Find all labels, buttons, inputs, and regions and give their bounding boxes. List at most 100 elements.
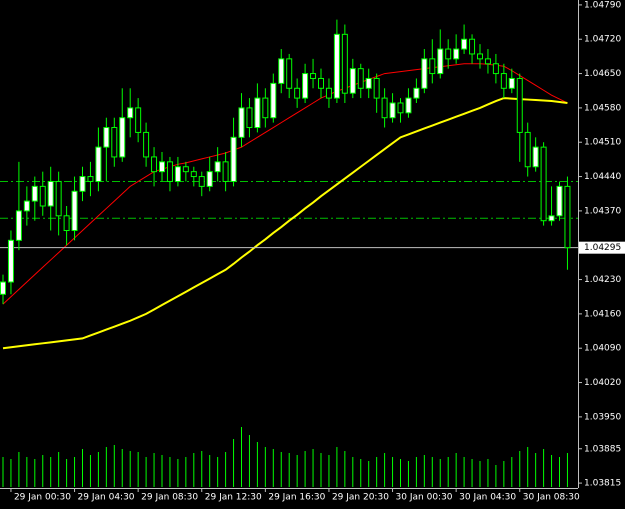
current-price-label: 1.04295 bbox=[584, 243, 621, 253]
candle-body bbox=[357, 68, 364, 89]
candle-body bbox=[0, 281, 6, 295]
candle-body bbox=[159, 161, 165, 173]
y-tick-label: 1.04510 bbox=[584, 138, 621, 148]
candle-body bbox=[469, 38, 476, 55]
candle-body bbox=[23, 200, 30, 212]
candle-body bbox=[238, 107, 245, 138]
candle-body bbox=[63, 215, 70, 232]
candle-body bbox=[55, 180, 62, 217]
candle-body bbox=[333, 33, 340, 99]
candle-body bbox=[270, 82, 277, 119]
candle-body bbox=[190, 171, 197, 178]
candle-body bbox=[516, 77, 523, 133]
candle-body bbox=[174, 166, 181, 182]
candle-body bbox=[214, 161, 221, 173]
candle-body bbox=[254, 97, 261, 129]
x-tick-label: 29 Jan 16:30 bbox=[268, 493, 325, 503]
x-tick-label: 30 Jan 00:30 bbox=[396, 493, 453, 503]
x-tick-label: 29 Jan 20:30 bbox=[332, 493, 389, 503]
candle-body bbox=[182, 166, 189, 173]
candle-body bbox=[477, 53, 483, 60]
candle-body bbox=[532, 146, 539, 168]
x-tick-label: 29 Jan 08:30 bbox=[141, 493, 198, 503]
x-tick-label: 30 Jan 04:30 bbox=[459, 493, 516, 503]
candle-body bbox=[453, 48, 460, 60]
candle-body bbox=[111, 127, 118, 158]
candle-body bbox=[461, 38, 468, 50]
y-tick-label: 1.04230 bbox=[584, 275, 621, 285]
candle-body bbox=[198, 176, 205, 187]
candle-body bbox=[87, 176, 94, 182]
candle-body bbox=[508, 77, 515, 89]
candle-body bbox=[135, 107, 142, 133]
candle-body bbox=[151, 156, 158, 173]
y-tick-label: 1.04440 bbox=[584, 172, 621, 182]
y-tick-label: 1.03950 bbox=[584, 412, 621, 422]
candle-body bbox=[206, 171, 213, 187]
candle-body bbox=[310, 73, 317, 79]
candle-body bbox=[71, 190, 78, 232]
candle-body bbox=[556, 185, 563, 217]
candle-body bbox=[341, 33, 348, 94]
candle-body bbox=[484, 58, 491, 65]
candle-body bbox=[397, 102, 404, 114]
x-tick-label: 29 Jan 12:30 bbox=[205, 493, 262, 503]
y-tick-label: 1.04650 bbox=[584, 69, 621, 79]
candle-body bbox=[278, 58, 285, 84]
candle-body bbox=[421, 58, 428, 89]
candle-body bbox=[246, 107, 253, 129]
y-tick-label: 1.03885 bbox=[584, 444, 621, 454]
candle-body bbox=[373, 77, 380, 99]
moving-average bbox=[2, 97, 568, 350]
candle-body bbox=[540, 146, 547, 222]
candle-body bbox=[230, 136, 237, 182]
current-price-box bbox=[579, 241, 625, 254]
candle-body bbox=[294, 87, 301, 99]
y-tick-label: 1.04160 bbox=[584, 309, 621, 319]
candle-body bbox=[437, 48, 444, 75]
candle-body bbox=[143, 131, 150, 158]
y-tick-label: 1.04720 bbox=[584, 35, 621, 45]
candle-body bbox=[31, 185, 38, 202]
candle-body bbox=[166, 161, 173, 182]
candle-body bbox=[103, 127, 110, 148]
candle-body bbox=[15, 210, 22, 241]
candle-body bbox=[500, 73, 507, 89]
candle-body bbox=[524, 131, 531, 168]
moving-average bbox=[2, 63, 568, 305]
candle-body bbox=[365, 77, 372, 89]
candle-body bbox=[127, 107, 134, 119]
candle-body bbox=[39, 185, 46, 207]
x-tick-label: 29 Jan 04:30 bbox=[78, 493, 135, 503]
candle-body bbox=[325, 87, 332, 99]
y-tick-label: 1.04020 bbox=[584, 378, 621, 388]
y-tick-label: 1.04090 bbox=[584, 344, 621, 354]
candle-body bbox=[413, 87, 420, 99]
x-tick-label: 30 Jan 08:30 bbox=[523, 493, 580, 503]
candle-body bbox=[286, 58, 293, 89]
candle-body bbox=[222, 161, 229, 182]
candle-body bbox=[262, 97, 269, 119]
candle-body bbox=[548, 215, 555, 222]
y-tick-label: 1.03815 bbox=[584, 479, 621, 489]
candle-body bbox=[79, 176, 86, 192]
candle-body bbox=[445, 48, 452, 60]
x-tick-label: 29 Jan 00:30 bbox=[14, 493, 71, 503]
candle-body bbox=[492, 63, 499, 75]
candle-body bbox=[349, 68, 356, 94]
y-tick-label: 1.04370 bbox=[584, 206, 621, 216]
candle-body bbox=[318, 77, 324, 89]
candle-body bbox=[381, 97, 388, 119]
candle-body bbox=[119, 117, 126, 158]
candle-body bbox=[302, 73, 309, 99]
y-tick-label: 1.04580 bbox=[584, 103, 621, 113]
candle-body bbox=[429, 58, 436, 75]
y-tick-label: 1.04790 bbox=[584, 0, 621, 10]
candle-body bbox=[7, 239, 14, 283]
candle-body bbox=[389, 102, 396, 119]
candle-body bbox=[95, 146, 102, 182]
candle-body bbox=[47, 180, 54, 207]
candle-body bbox=[405, 97, 412, 114]
